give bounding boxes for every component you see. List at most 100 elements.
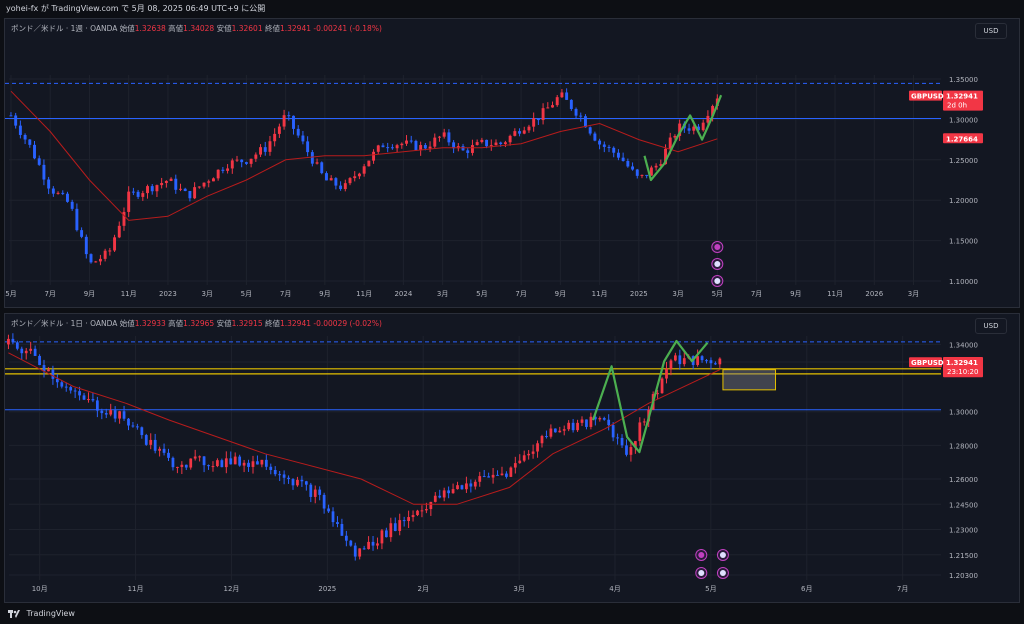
candle: [287, 115, 291, 117]
candle: [235, 159, 239, 161]
candle: [229, 458, 233, 465]
candle: [475, 142, 479, 146]
candle: [409, 140, 413, 142]
daily-chart-svg[interactable]: 1.34000 1.30000 1.28000 1.26000 1.24500 1.230…: [5, 314, 1019, 602]
candle: [103, 250, 107, 259]
candle: [292, 115, 295, 129]
candle: [536, 443, 539, 452]
currency-button[interactable]: USD: [975, 23, 1007, 39]
footer-brand: TradingView: [26, 609, 75, 618]
candle: [94, 261, 98, 263]
price-tag-countdown: 2d 0h: [947, 102, 967, 110]
candle: [602, 418, 606, 420]
candle: [585, 419, 588, 427]
candle: [95, 400, 99, 411]
price-tag-value: 1.27664: [946, 135, 978, 143]
candle: [625, 445, 628, 455]
symbol-tag: [909, 90, 942, 101]
candle: [141, 193, 145, 197]
candle: [697, 126, 700, 131]
candle: [386, 147, 390, 149]
time-axis-label: 2月: [417, 585, 428, 593]
currency-button-daily[interactable]: USD: [975, 318, 1007, 334]
candle: [402, 520, 406, 522]
candle: [87, 399, 90, 401]
candle: [282, 115, 286, 127]
candle: [11, 338, 15, 343]
candle: [598, 418, 602, 420]
candle: [153, 439, 157, 451]
candle: [518, 460, 522, 464]
candle: [465, 483, 468, 490]
candle: [260, 459, 264, 465]
candle: [278, 474, 282, 476]
price-axis-label: 1.10000: [949, 278, 978, 286]
candle: [277, 126, 281, 134]
candle: [674, 355, 677, 361]
time-axis-label: 7月: [44, 290, 55, 298]
candle: [640, 174, 644, 176]
candle: [216, 169, 220, 179]
candle: [47, 369, 50, 372]
price-tag: [943, 133, 983, 144]
weekly-chart-panel[interactable]: ポンド／米ドル · 1週 · OANDA 始値1.32638 高値1.34028…: [4, 18, 1020, 308]
candle: [131, 191, 135, 193]
candle: [240, 159, 244, 163]
moving-average-line: [10, 90, 718, 221]
candle: [527, 453, 531, 456]
candle: [251, 461, 255, 467]
time-axis-label: 9月: [84, 290, 95, 298]
candle: [318, 489, 322, 495]
candle: [211, 178, 215, 182]
candle: [660, 378, 664, 394]
candle: [414, 140, 418, 151]
candle: [282, 474, 286, 478]
price-axis-label: 1.28000: [949, 442, 978, 450]
candle: [306, 141, 310, 153]
price-tag: [943, 357, 983, 378]
candle: [176, 466, 179, 468]
daily-change: -0.00029 (-0.02%): [313, 319, 382, 328]
candle: [233, 456, 237, 465]
symbol-tag-label: GBPUSD: [911, 93, 944, 101]
candle: [193, 456, 197, 459]
price-axis-label: 1.15000: [949, 238, 978, 246]
candle: [442, 490, 446, 498]
daily-chart-panel[interactable]: ポンド／米ドル · 1日 · OANDA 始値1.32933 高値1.32965…: [4, 313, 1020, 603]
candle: [202, 182, 206, 187]
candle: [678, 123, 682, 136]
candle: [527, 126, 531, 131]
candle: [682, 358, 686, 365]
weekly-chart-svg[interactable]: 1.35000 1.30000 1.25000 1.20000 1.15000 1.100…: [5, 19, 1019, 307]
candle: [226, 168, 230, 171]
candle: [376, 543, 379, 546]
candle: [540, 436, 544, 444]
candle: [188, 191, 192, 199]
candle: [160, 183, 164, 186]
green-wave-drawing: [591, 339, 709, 454]
price-tag-value: 1.32941: [946, 93, 978, 101]
candle: [574, 108, 578, 116]
candle: [291, 479, 295, 486]
time-axis-label: 7月: [897, 585, 908, 593]
candle: [598, 140, 602, 145]
candle: [460, 485, 464, 490]
us-flag-icon-inner: [714, 261, 721, 267]
candle: [24, 350, 28, 354]
candle: [98, 258, 102, 262]
candle: [247, 462, 250, 467]
candle: [82, 395, 86, 400]
candle: [389, 523, 393, 538]
candle: [584, 116, 587, 128]
price-axis-label: 1.20300: [949, 572, 978, 580]
candle: [531, 451, 535, 454]
candle: [620, 437, 624, 446]
candle: [60, 382, 64, 387]
candle: [20, 348, 24, 354]
candle: [541, 108, 545, 121]
flash-event-icon-inner: [714, 244, 721, 250]
candle: [327, 508, 330, 512]
candle: [489, 145, 493, 147]
candle: [494, 142, 498, 146]
candle: [456, 485, 459, 490]
